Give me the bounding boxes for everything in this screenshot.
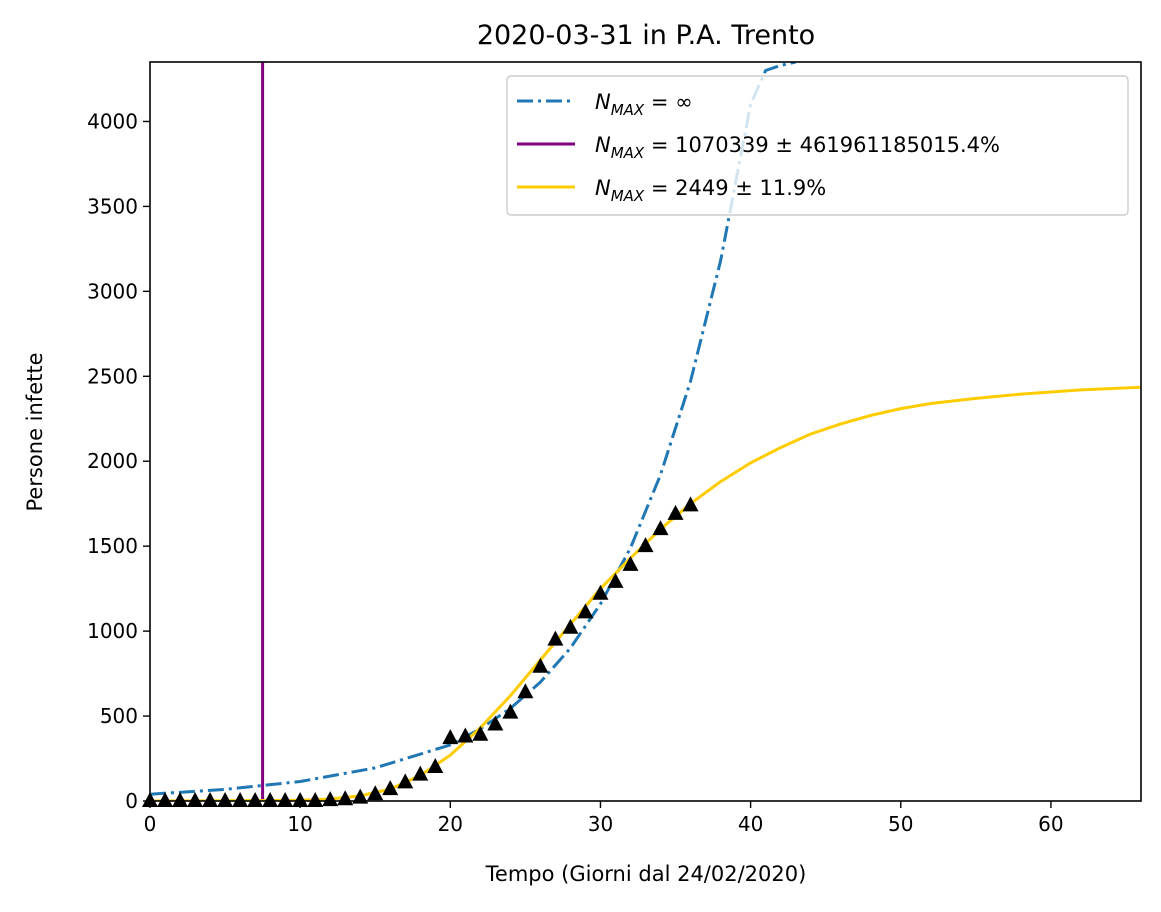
observed-point [547,630,564,646]
observed-point [502,703,519,719]
observed-point [157,792,174,807]
x-axis-label: Tempo (Giorni dal 24/02/2020) [485,862,807,886]
observed-point [187,792,204,807]
x-tick-label: 0 [144,812,157,836]
x-tick-label: 30 [588,812,613,836]
y-tick-label: 3000 [87,279,138,303]
markers-layer [142,496,699,807]
observed-point [307,792,324,807]
observed-point [607,572,624,588]
y-tick-label: 3500 [87,194,138,218]
observed-point [517,683,534,699]
observed-point [292,792,309,807]
x-tick-label: 10 [287,812,312,836]
observed-point [457,727,474,743]
legend-box [506,75,1129,216]
observed-point [352,788,369,804]
observed-point [682,496,699,512]
x-tick-label: 60 [1038,812,1063,836]
observed-point [532,657,549,673]
legend-label: NMAX = 2449 ± 11.9% [595,176,826,205]
observed-point [622,555,639,571]
legend-label: NMAX = ∞ [595,90,693,119]
observed-point [592,584,609,600]
x-tick-label: 20 [438,812,463,836]
y-tick-label: 500 [100,704,138,728]
observed-point [652,520,669,536]
observed-point [487,715,504,731]
legend-label: NMAX = 1070339 ± 461961185015.4% [595,133,1000,162]
y-tick-label: 4000 [87,109,138,133]
observed-point [562,618,579,634]
x-tick-label: 50 [888,812,913,836]
observed-point [412,765,429,781]
observed-point [637,537,654,553]
observed-point [277,792,294,807]
observed-point [172,792,189,807]
observed-point [232,792,249,807]
axes-frame [149,61,1142,802]
observed-point [577,603,594,619]
observed-point [427,758,444,774]
legend: NMAX = ∞ NMAX = 1070339 ± 461961185015.4%… [506,75,1129,216]
observed-point [397,773,414,789]
observed-point [202,792,219,807]
observed-point [262,792,279,807]
y-tick-label: 1500 [87,534,138,558]
observed-point [367,785,384,801]
y-tick-label: 2500 [87,364,138,388]
y-tick-label: 2000 [87,449,138,473]
y-axis-label: Persone infette [23,352,47,511]
observed-point [667,504,684,520]
axes-layer: 0 10 20 30 40 50 60 0 500 1000 1500 2000 2500 3000 350… [87,61,1142,836]
observed-point [322,791,339,807]
observed-point [472,725,489,741]
observed-point [442,729,459,745]
observed-point [382,780,399,796]
y-tick-label: 0 [125,789,138,813]
observed-point [217,792,234,807]
observed-point [247,792,264,807]
chart-title: 2020-03-31 in P.A. Trento [477,20,815,51]
y-tick-label: 1000 [87,619,138,643]
x-tick-label: 40 [738,812,763,836]
